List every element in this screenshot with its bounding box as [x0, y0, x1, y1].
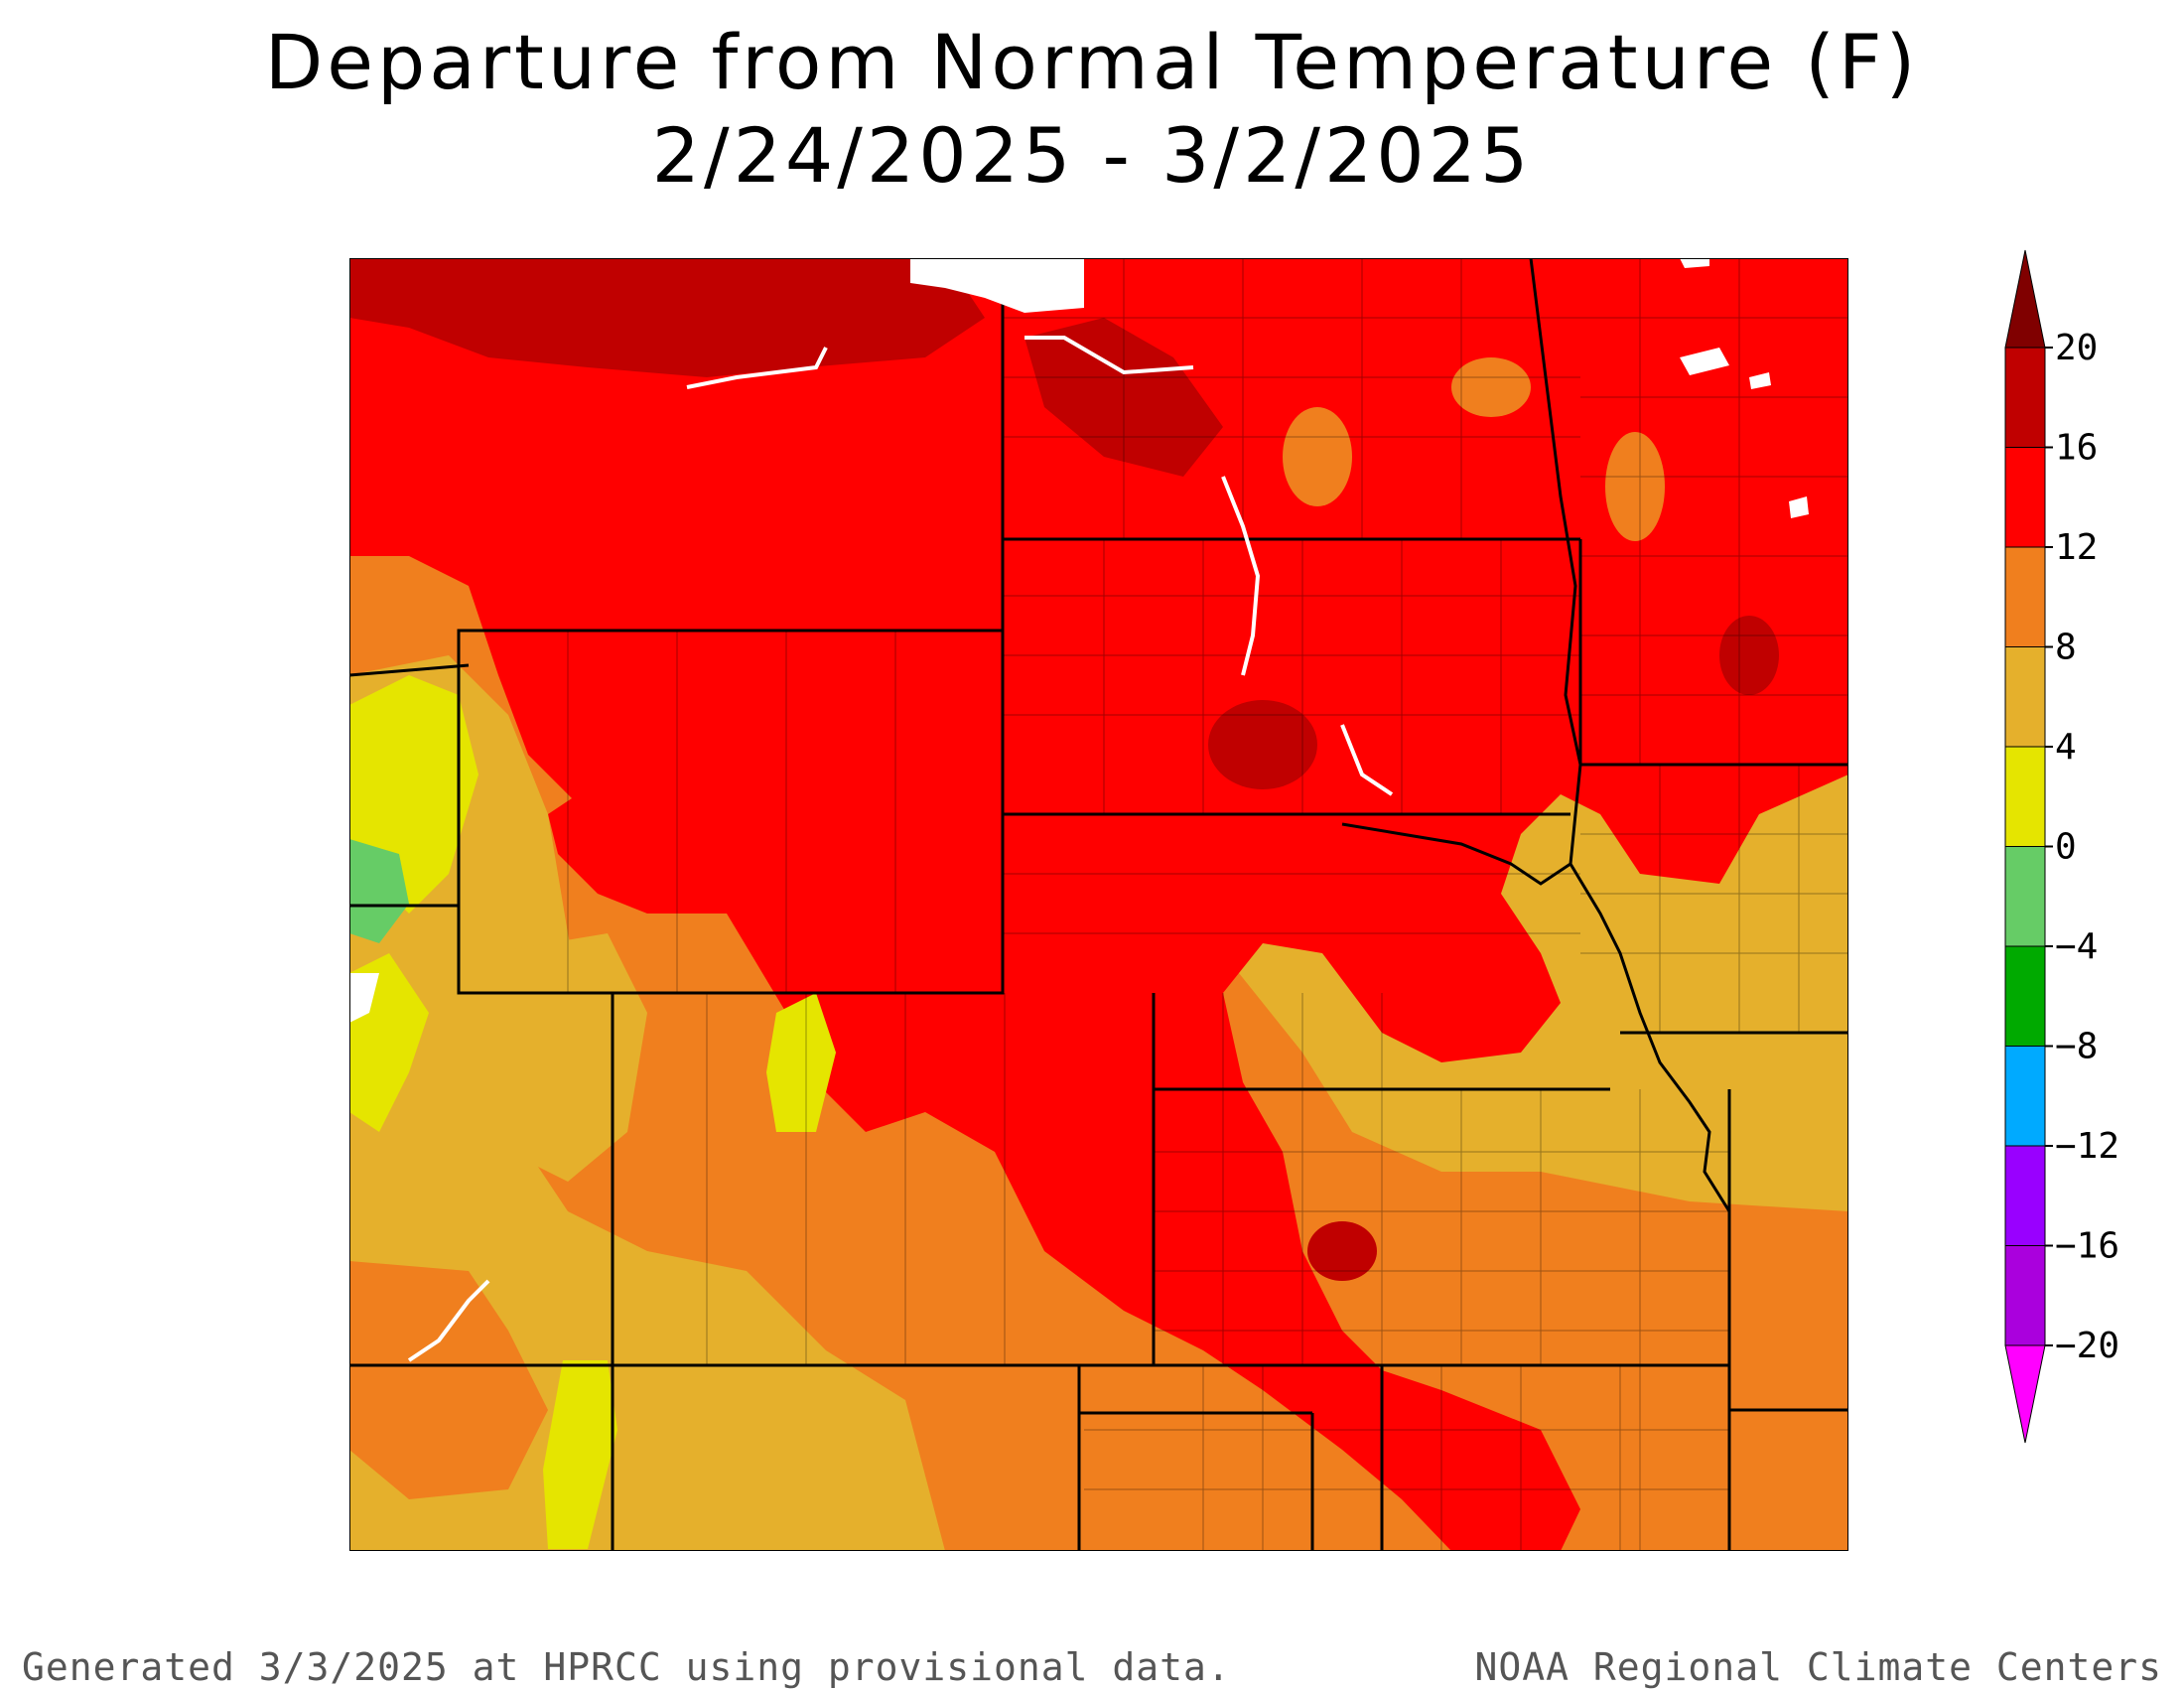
legend-bin — [2004, 945, 2046, 1047]
legend-tick-label: −4 — [2055, 926, 2098, 967]
zone-4-8-co — [488, 933, 647, 1182]
legend-bin — [2004, 447, 2046, 548]
lakes — [349, 258, 1809, 1023]
zone-neg4-0 — [349, 839, 409, 943]
legend-tick-label: −12 — [2055, 1126, 2119, 1167]
legend-bin — [2004, 746, 2046, 847]
legend-tick-label: 0 — [2055, 827, 2077, 868]
legend-bin — [2004, 1145, 2046, 1246]
zone-8-12-south — [349, 1261, 548, 1499]
zone-8-12-ne — [1605, 432, 1665, 541]
legend-bin — [2004, 846, 2046, 947]
zone-8-12-nd — [1283, 407, 1352, 506]
zone-8-12-mn — [1451, 357, 1531, 417]
legend-tick-label: 8 — [2055, 628, 2077, 668]
legend-bin — [2004, 646, 2046, 748]
county-lines — [567, 258, 1848, 1551]
footer-credit: NOAA Regional Climate Centers — [1474, 1645, 2162, 1689]
zone-16-20-ks — [1307, 1221, 1377, 1281]
rivers — [1341, 258, 1731, 1212]
legend-tick-label: −20 — [2055, 1326, 2119, 1366]
map-title: Departure from Normal Temperature (F) — [264, 18, 1920, 106]
legend-arrow-above — [2004, 249, 2046, 349]
temperature-departure-map — [349, 258, 1848, 1551]
legend-tick-label: −16 — [2055, 1226, 2119, 1267]
legend-arrow-below — [2004, 1344, 2046, 1444]
map-date-range: 2/24/2025 - 3/2/2025 — [651, 111, 1533, 200]
legend-tick-label: 4 — [2055, 727, 2077, 768]
color-legend: 20 16 12 8 4 0 −4 −8 −12 −16 −20 — [2004, 249, 2119, 1444]
state-borders — [349, 258, 1848, 1551]
zone-12-16-wy — [548, 774, 727, 914]
rivers-white — [407, 336, 1394, 1362]
legend-bin — [2004, 546, 2046, 647]
legend-tick-label: 12 — [2055, 527, 2098, 568]
zone-16-20-nd — [1024, 318, 1223, 477]
legend-bin — [2004, 1245, 2046, 1346]
zone-0-4-sw — [543, 1360, 617, 1549]
zone-0-4-co — [766, 993, 836, 1132]
legend-tick-label: −8 — [2055, 1027, 2098, 1067]
footer-generated-note: Generated 3/3/2025 at HPRCC using provis… — [22, 1645, 1231, 1689]
zone-16-20-ia — [1719, 616, 1779, 695]
legend-bin — [2004, 347, 2046, 448]
legend-tick-label: 20 — [2055, 328, 2098, 368]
zone-16-20-ne — [1208, 700, 1317, 789]
legend-bin — [2004, 1046, 2046, 1147]
legend-tick-label: 16 — [2055, 428, 2098, 469]
zone-12-16 — [349, 258, 1848, 1551]
zone-12-16-se — [905, 814, 985, 904]
